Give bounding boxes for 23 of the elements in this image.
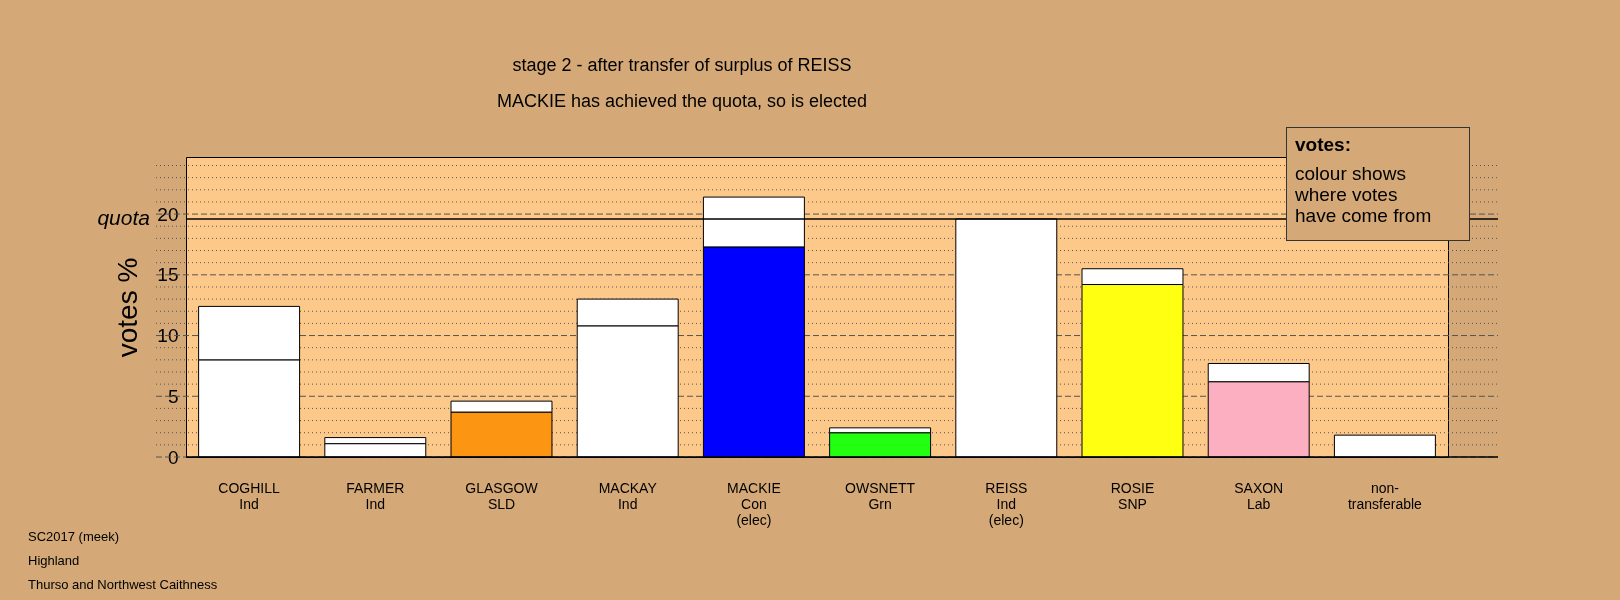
y-tick-label: 5 bbox=[167, 385, 179, 407]
x-tick-label: OWSNETT Grn bbox=[845, 479, 916, 512]
text: SC2017 (meek) bbox=[28, 528, 121, 546]
x-tick-label: COGHILL Ind bbox=[218, 479, 281, 512]
y-axis-title: votes % bbox=[112, 257, 144, 358]
chart-subtitle: MACKIE has achieved the quota, so is elected bbox=[496, 91, 868, 111]
x-tick-label: GLASGOW SLD bbox=[465, 479, 539, 512]
x-tick-label: MACKIE Con (elec) bbox=[727, 479, 781, 528]
x-tick-label: MACKAY Ind bbox=[598, 479, 658, 512]
x-tick-label: non- transferable bbox=[1347, 479, 1423, 512]
x-tick-label: SAXON Lab bbox=[1234, 479, 1284, 512]
text: Thurso and Northwest Caithness bbox=[28, 576, 218, 594]
chart-title: stage 2 - after transfer of surplus of REISS bbox=[512, 55, 852, 75]
annotation: colour shows where votes have come from bbox=[1295, 163, 1433, 226]
ref-line-label: quota bbox=[97, 205, 150, 229]
x-tick-label: FARMER Ind bbox=[346, 479, 405, 512]
text: Highland bbox=[28, 552, 81, 570]
x-tick-label: ROSIE SNP bbox=[1110, 479, 1155, 512]
text: votes: bbox=[1295, 134, 1352, 155]
y-tick-label: 0 bbox=[167, 446, 179, 468]
y-tick-label: 15 bbox=[157, 264, 179, 286]
y-tick-label: 20 bbox=[157, 203, 179, 225]
x-tick-label: REISS Ind (elec) bbox=[985, 479, 1028, 528]
